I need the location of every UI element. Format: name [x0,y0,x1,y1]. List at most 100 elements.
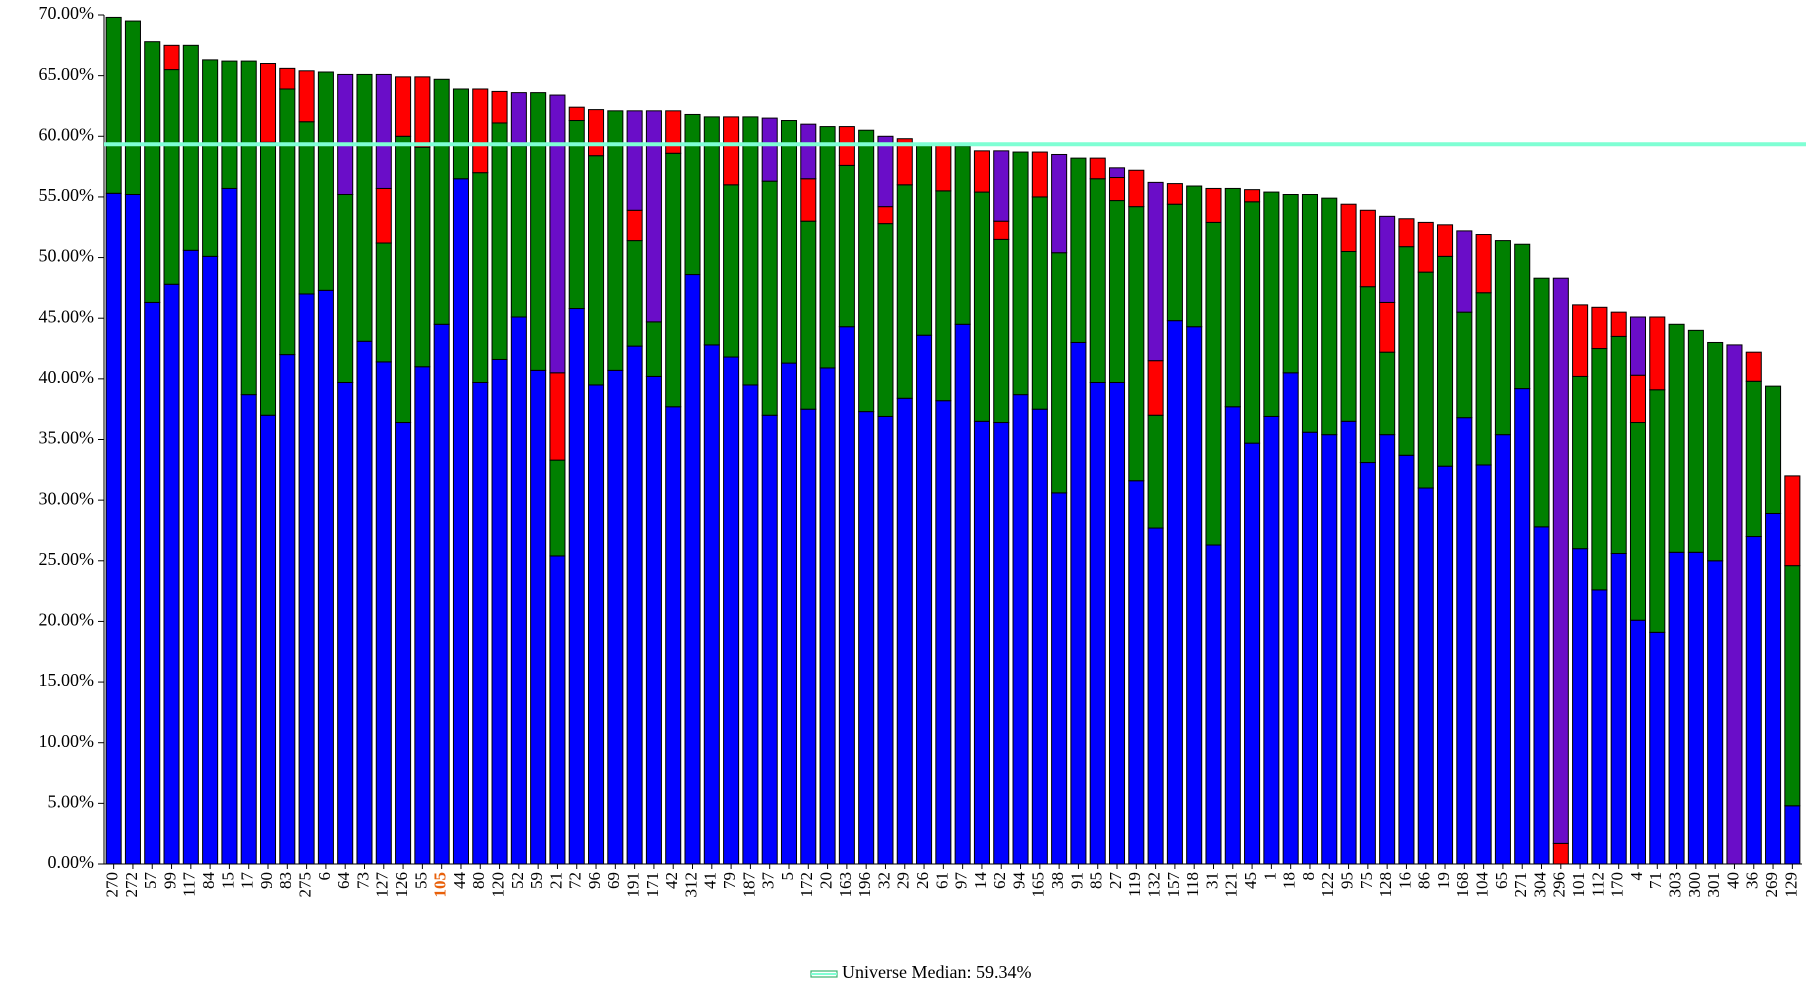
bar-segment [916,143,933,336]
x-tick-label: 57 [141,872,160,890]
bar-segment [761,414,778,865]
bar-segment [1765,385,1782,514]
bar-segment [1765,512,1782,865]
x-tick-label: 272 [122,872,141,898]
x-tick-label: 61 [932,872,951,889]
bar-segment [1514,388,1531,865]
bar-segment [1205,187,1222,223]
bar-segment [780,120,798,364]
bar-segment [626,240,643,347]
bar-segment [317,71,334,291]
bar-segment [1649,631,1666,865]
bar-segment [1263,191,1280,417]
x-tick-label: 64 [334,872,353,890]
bar-segment [1687,329,1704,553]
bar-segment [1321,197,1338,436]
x-tick-label: 271 [1511,872,1530,898]
bar-segment [1745,380,1762,538]
bar-segment [645,375,662,865]
bar-segment [549,555,566,865]
bar-segment [665,152,682,408]
bar-segment [182,249,199,865]
x-tick-label: 269 [1762,872,1781,898]
bar-segment [1437,255,1454,467]
x-tick-label: 84 [199,872,218,890]
bar-segment [723,184,740,358]
bar-segment [1224,406,1241,865]
bar-segment [1707,560,1724,865]
x-tick-label: 15 [218,872,237,889]
bar-segment [1340,203,1357,253]
bar-segment [935,143,952,192]
bar-segment [1629,374,1647,424]
x-tick-label: 71 [1646,872,1665,889]
bar-segment [1784,565,1801,807]
x-tick-label: 41 [701,872,720,889]
bar-segment [780,362,798,865]
x-tick-label: 126 [392,872,411,898]
bar-segment [1494,434,1511,865]
bar-segment [1456,230,1473,313]
bar-segment [259,414,277,865]
bar-segment [1089,381,1106,865]
x-tick-label: 301 [1704,872,1723,898]
bar-segment [356,73,373,342]
x-tick-label: 55 [411,872,430,889]
bar-segment [1668,323,1685,553]
bar-segment [317,289,334,865]
bar-segment [1514,243,1531,390]
bar-segment [375,361,392,865]
bar-segment [1147,527,1164,865]
bar-segment [1070,157,1087,343]
x-tick-label: 118 [1183,872,1202,897]
bar-segment [1437,224,1454,257]
bar-segment [1552,277,1569,844]
bar-segment [1147,414,1164,529]
x-tick-label: 270 [103,872,122,898]
bar-segment [800,220,817,410]
x-tick-label: 8 [1299,872,1318,881]
x-tick-label: 19 [1434,872,1453,889]
y-tick-label: 70.00% [39,3,95,23]
legend-label: Universe Median: 59.34% [842,962,1031,982]
x-tick-label: 112 [1588,872,1607,897]
x-tick-label: 168 [1453,872,1472,898]
x-tick-label: 20 [816,872,835,889]
bar-segment [414,146,431,368]
bar-segment [1572,548,1589,865]
bar-segment [568,106,585,122]
y-tick-label: 0.00% [48,852,95,872]
x-tick-label: 62 [990,872,1009,889]
bar-segment [1379,434,1396,865]
bar-segment [279,88,296,356]
bar-segment [607,369,624,865]
bar-segment [1610,335,1627,555]
x-tick-label: 26 [913,872,932,889]
bar-segment [433,78,450,325]
bar-segment [105,192,122,865]
bar-segment [105,16,122,194]
x-tick-label: 69 [604,872,623,889]
bar-segment [761,180,778,416]
bar-segment [588,384,605,865]
bar-segment [1108,200,1126,383]
bar-segment [626,110,643,211]
bar-segment [240,394,257,865]
bar-segment [1340,251,1357,422]
x-tick-label: 16 [1395,872,1414,889]
bar-segment [1166,320,1183,865]
bar-segment [395,422,412,865]
x-tick-label: 18 [1280,872,1299,889]
bar-segment [1591,306,1608,350]
bar-segment [1610,311,1627,337]
bar-segment [723,116,740,186]
bar-segment [1301,431,1318,865]
x-tick-label: 83 [276,872,295,889]
bar-segment [1359,462,1376,865]
x-tick-label: 121 [1222,872,1241,898]
bar-segment [1070,341,1087,865]
x-tick-label: 6 [315,872,334,881]
bar-segment [1417,221,1434,273]
bar-segment [510,316,527,865]
bar-segment [144,41,161,303]
